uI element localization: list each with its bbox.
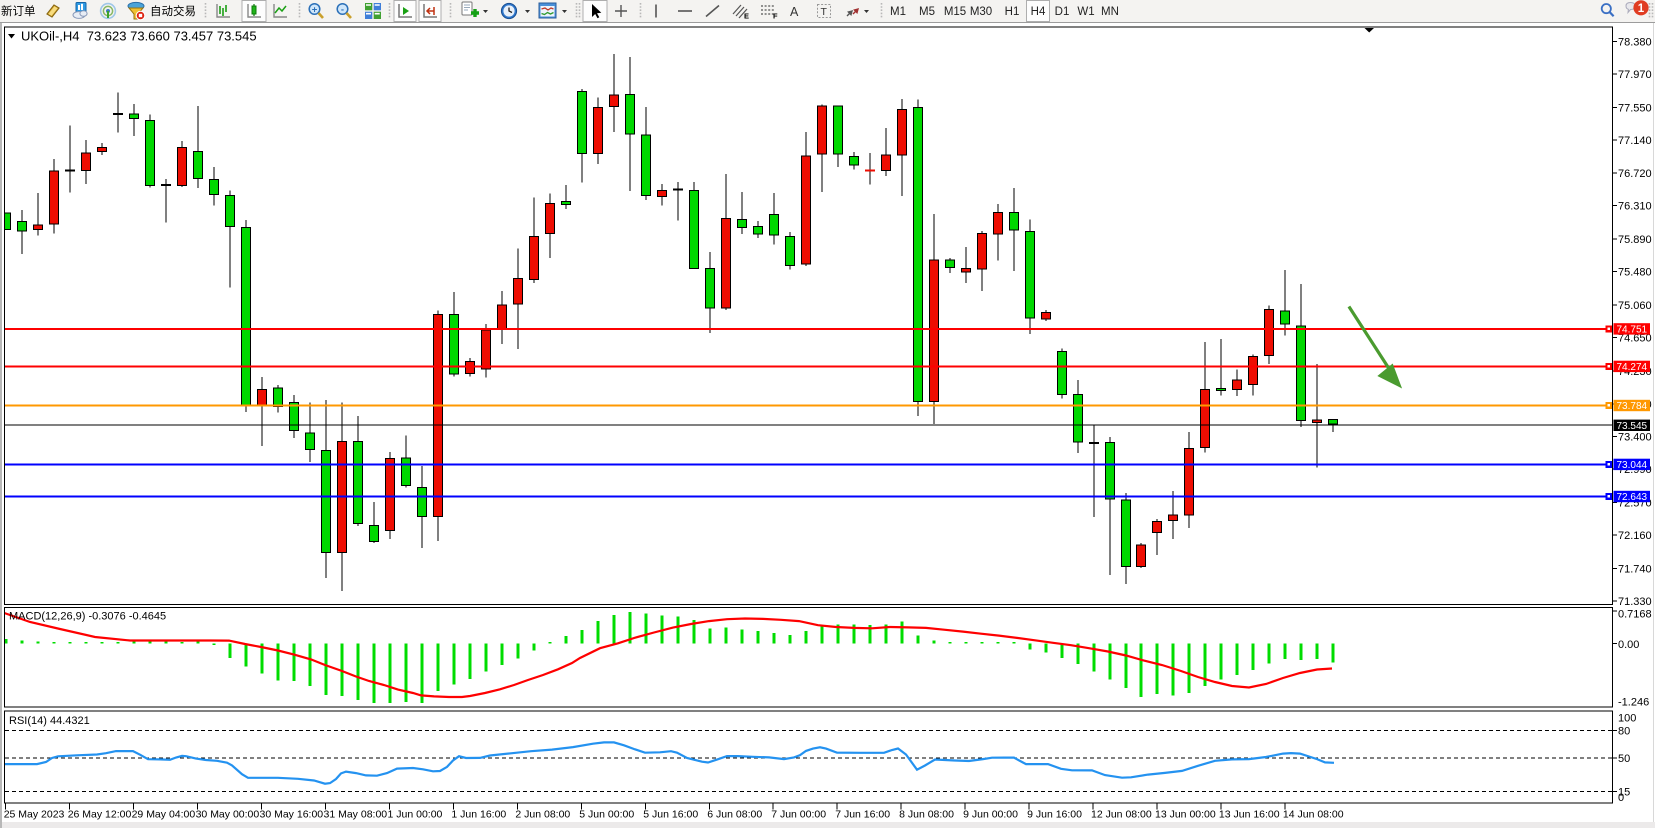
svg-text:UKOil-,H4 73.623 73.660 73.45: UKOil-,H4 73.623 73.660 73.457 73.545 xyxy=(21,29,257,44)
svg-text:76.310: 76.310 xyxy=(1618,201,1652,213)
svg-text:M1: M1 xyxy=(890,6,906,18)
svg-text:80: 80 xyxy=(1618,726,1630,738)
svg-text:26 May 12:00: 26 May 12:00 xyxy=(68,809,132,821)
svg-text:0.00: 0.00 xyxy=(1618,639,1639,651)
svg-text:75.480: 75.480 xyxy=(1618,267,1652,279)
svg-text:74.274: 74.274 xyxy=(1617,362,1648,373)
svg-text:M30: M30 xyxy=(970,6,992,18)
svg-text:13 Jun 00:00: 13 Jun 00:00 xyxy=(1155,809,1216,821)
svg-text:W1: W1 xyxy=(1077,6,1094,18)
svg-text:50: 50 xyxy=(1618,753,1630,765)
svg-text:9 Jun 16:00: 9 Jun 16:00 xyxy=(1027,809,1082,821)
svg-text:7 Jun 16:00: 7 Jun 16:00 xyxy=(835,809,890,821)
svg-text:78.380: 78.380 xyxy=(1618,37,1652,49)
svg-text:自动交易: 自动交易 xyxy=(150,4,196,18)
svg-text:100: 100 xyxy=(1618,712,1636,724)
svg-text:72.643: 72.643 xyxy=(1617,492,1648,503)
svg-text:+: + xyxy=(312,4,318,15)
svg-text:A: A xyxy=(790,5,799,19)
svg-text:E: E xyxy=(744,12,749,21)
svg-text:5 Jun 00:00: 5 Jun 00:00 xyxy=(579,809,634,821)
svg-text:76.720: 76.720 xyxy=(1618,168,1652,180)
svg-text:1: 1 xyxy=(1638,3,1645,15)
svg-text:73.400: 73.400 xyxy=(1618,432,1652,444)
svg-text:73.044: 73.044 xyxy=(1617,460,1648,471)
svg-text:7 Jun 00:00: 7 Jun 00:00 xyxy=(771,809,826,821)
svg-text:F: F xyxy=(773,12,778,21)
svg-text:H4: H4 xyxy=(1031,6,1046,18)
svg-text:9 Jun 00:00: 9 Jun 00:00 xyxy=(963,809,1018,821)
svg-text:25 May 2023: 25 May 2023 xyxy=(4,809,65,821)
svg-text:MACD(12,26,9) -0.3076 -0.4645: MACD(12,26,9) -0.3076 -0.4645 xyxy=(9,611,166,623)
svg-text:30 May 16:00: 30 May 16:00 xyxy=(260,809,324,821)
svg-text:72.160: 72.160 xyxy=(1618,530,1652,542)
svg-text:74.751: 74.751 xyxy=(1617,325,1648,336)
svg-text:H1: H1 xyxy=(1005,6,1020,18)
svg-text:-: - xyxy=(341,4,344,15)
svg-text:8 Jun 08:00: 8 Jun 08:00 xyxy=(899,809,954,821)
svg-text:71.740: 71.740 xyxy=(1618,563,1652,575)
svg-text:0: 0 xyxy=(1618,792,1624,804)
svg-text:1 Jun 16:00: 1 Jun 16:00 xyxy=(451,809,506,821)
svg-text:1 Jun 00:00: 1 Jun 00:00 xyxy=(388,809,443,821)
svg-text:12 Jun 08:00: 12 Jun 08:00 xyxy=(1091,809,1152,821)
svg-text:15: 15 xyxy=(1618,786,1630,798)
svg-text:75.060: 75.060 xyxy=(1618,300,1652,312)
svg-text:0.7168: 0.7168 xyxy=(1618,609,1652,621)
svg-text:77.140: 77.140 xyxy=(1618,135,1652,147)
svg-text:14 Jun 08:00: 14 Jun 08:00 xyxy=(1283,809,1344,821)
svg-text:5 Jun 16:00: 5 Jun 16:00 xyxy=(643,809,698,821)
svg-text:T: T xyxy=(821,6,828,18)
svg-text:-1.246: -1.246 xyxy=(1618,696,1649,708)
svg-text:M15: M15 xyxy=(944,6,966,18)
svg-text:75.890: 75.890 xyxy=(1618,234,1652,246)
svg-text:71.330: 71.330 xyxy=(1618,596,1652,608)
svg-text:D1: D1 xyxy=(1055,6,1070,18)
svg-text:77.970: 77.970 xyxy=(1618,69,1652,81)
svg-text:30 May 00:00: 30 May 00:00 xyxy=(196,809,260,821)
svg-text:29 May 04:00: 29 May 04:00 xyxy=(132,809,196,821)
svg-text:73.545: 73.545 xyxy=(1617,421,1648,432)
svg-text:13 Jun 16:00: 13 Jun 16:00 xyxy=(1219,809,1280,821)
svg-text:RSI(14) 44.4321: RSI(14) 44.4321 xyxy=(9,715,90,727)
svg-text:MN: MN xyxy=(1101,6,1119,18)
svg-text:74.650: 74.650 xyxy=(1618,332,1652,344)
svg-text:M5: M5 xyxy=(919,6,935,18)
svg-text:6 Jun 08:00: 6 Jun 08:00 xyxy=(707,809,762,821)
svg-text:31 May 08:00: 31 May 08:00 xyxy=(324,809,388,821)
svg-text:新订单: 新订单 xyxy=(1,4,36,18)
svg-text:77.550: 77.550 xyxy=(1618,102,1652,114)
svg-text:2 Jun 08:00: 2 Jun 08:00 xyxy=(515,809,570,821)
svg-text:73.784: 73.784 xyxy=(1617,401,1648,412)
